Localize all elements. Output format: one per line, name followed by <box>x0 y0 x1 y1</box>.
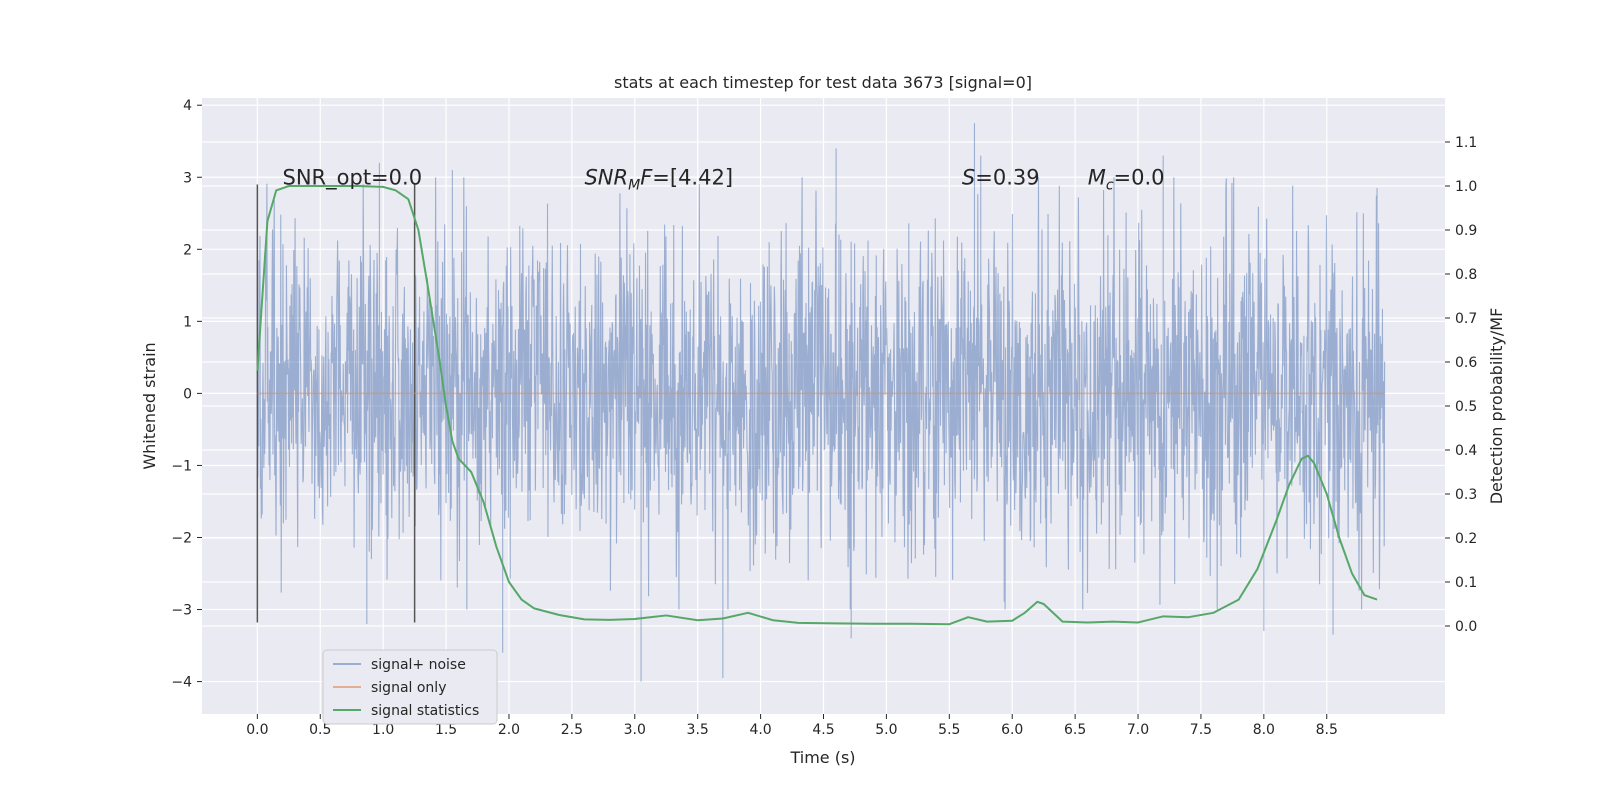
stat-annotation: Mc=0.0 <box>1088 165 1165 193</box>
legend-box <box>322 649 498 725</box>
y-tick-label: −4 <box>171 675 192 691</box>
y2-tick-label: 0.9 <box>1455 223 1477 239</box>
x-tick-label: 6.0 <box>1001 722 1023 738</box>
x-tick-label: 0.0 <box>246 722 268 738</box>
y-tick-label: −3 <box>171 603 192 619</box>
y2-tick-label: 0.4 <box>1455 443 1477 459</box>
stat-annotation: SNRMF=[4.42] <box>584 165 733 193</box>
chart-title: stats at each timestep for test data 367… <box>614 73 1032 92</box>
stat-annotation: SNR_opt=0.0 <box>283 165 423 190</box>
y-tick-label: 3 <box>183 170 192 186</box>
x-tick-label: 4.0 <box>749 722 771 738</box>
x-tick-label: 0.5 <box>309 722 331 738</box>
x-tick-label: 7.0 <box>1127 722 1149 738</box>
y-tick-label: −2 <box>171 530 192 546</box>
stat-annotation: S=0.39 <box>962 165 1040 189</box>
annotations: SNR_opt=0.0 SNRMF=[4.42] S=0.39 Mc=0.0 <box>283 165 1165 193</box>
y2-tick-label: 0.8 <box>1455 267 1477 283</box>
x-tick-label: 2.0 <box>498 722 520 738</box>
x-tick-label: 5.5 <box>938 722 960 738</box>
y-tick-label: 0 <box>183 386 192 402</box>
y2-tick-label: 0.2 <box>1455 531 1477 547</box>
y2-tick-label: 0.6 <box>1455 355 1477 371</box>
y-tick-label: 4 <box>183 98 192 114</box>
y-tick-label: 1 <box>183 314 192 330</box>
x-tick-label: 8.5 <box>1316 722 1338 738</box>
y-tick-label: −1 <box>171 458 192 474</box>
vertical-markers <box>256 184 416 623</box>
legend-label: signal only <box>371 680 446 696</box>
x-tick-label: 6.5 <box>1064 722 1086 738</box>
x-tick-label: 4.5 <box>812 722 834 738</box>
y-axis-label: Whitened strain <box>140 342 159 469</box>
x-tick-label: 3.5 <box>687 722 709 738</box>
y-tick-label: 2 <box>183 242 192 258</box>
y2-tick-label: 1.0 <box>1455 179 1477 195</box>
legend-label: signal+ noise <box>371 657 466 673</box>
y2-tick-label: 0.0 <box>1455 619 1477 635</box>
y2-tick-label: 0.5 <box>1455 399 1477 415</box>
x-tick-label: 8.0 <box>1253 722 1275 738</box>
y2-tick-label: 0.7 <box>1455 311 1477 327</box>
legend: signal+ noise signal only signal statistic… <box>322 649 498 725</box>
y2-tick-label: 1.1 <box>1455 135 1477 151</box>
y2-tick-label: 0.1 <box>1455 575 1477 591</box>
x-tick-label: 7.5 <box>1190 722 1212 738</box>
y2-tick-label: 0.3 <box>1455 487 1477 503</box>
tick-labels: 0.0 0.5 1.0 1.5 2.0 2.5 3.0 3.5 4.0 4.5 5.0 5.5 6.0 6… <box>171 98 1477 738</box>
x-tick-label: 2.5 <box>561 722 583 738</box>
x-axis-label: Time (s) <box>789 748 855 767</box>
x-tick-label: 3.0 <box>624 722 646 738</box>
x-tick-label: 1.0 <box>372 722 394 738</box>
x-tick-label: 1.5 <box>435 722 457 738</box>
x-tick-label: 5.0 <box>875 722 897 738</box>
series-lines <box>256 185 1385 626</box>
legend-label: signal statistics <box>371 703 479 719</box>
y2-axis-label: Detection probability/MF <box>1487 308 1506 505</box>
signal-statistics-line <box>256 185 1378 626</box>
